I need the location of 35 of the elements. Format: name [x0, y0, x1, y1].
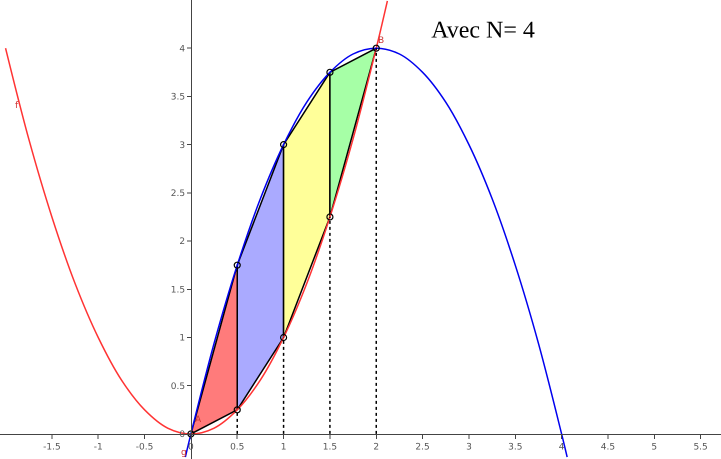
y-tick-label: 2 — [179, 237, 186, 248]
annotation: B — [378, 36, 384, 46]
x-tick-label: 3 — [466, 442, 472, 453]
x-tick-label: -1 — [94, 442, 103, 453]
x-tick-label: -1.5 — [43, 442, 61, 453]
x-tick-label: 1 — [280, 442, 286, 453]
x-tick-label: -0.5 — [136, 442, 154, 453]
annotation: A — [195, 415, 202, 425]
point — [234, 262, 241, 269]
point — [372, 44, 380, 52]
y-tick-label: 3 — [179, 140, 186, 151]
text: Avec N= 4 — [431, 17, 535, 44]
x-tick-label: 4.5 — [600, 442, 616, 453]
y-tick-label: 1 — [179, 334, 186, 344]
annotation: f — [15, 101, 19, 111]
point — [326, 213, 334, 221]
x-tick-label: 5.5 — [693, 442, 708, 453]
x-tick-label: 2 — [373, 442, 380, 453]
point — [234, 406, 241, 414]
point — [280, 141, 288, 148]
x-tick-label: 3.5 — [508, 442, 522, 453]
x-tick-label: 5 — [651, 442, 658, 453]
point — [280, 334, 288, 342]
y-tick-label: 1.5 — [170, 285, 186, 296]
x-tick-label: 0.5 — [230, 442, 244, 453]
y-tick-label: 4 — [179, 44, 186, 54]
x-tick-label: 2.5 — [415, 442, 430, 453]
y-tick-label: 0.5 — [170, 382, 186, 392]
point — [326, 68, 334, 76]
x-tick-label: 1.5 — [322, 442, 338, 453]
y-tick-label: 2.5 — [170, 189, 186, 200]
x-tick-label: 4 — [558, 442, 565, 453]
y-tick-label: 3.5 — [170, 92, 186, 103]
point — [187, 430, 195, 438]
annotation: g — [181, 448, 187, 458]
